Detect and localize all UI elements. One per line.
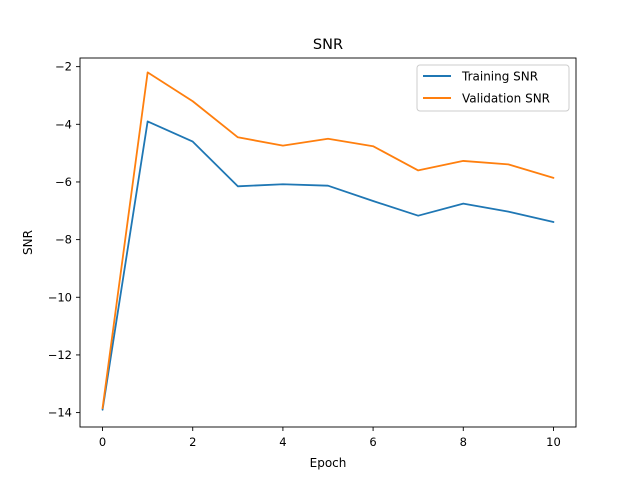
x-axis-label: Epoch bbox=[310, 456, 347, 470]
x-tick-label: 4 bbox=[279, 435, 286, 449]
x-tick-label: 6 bbox=[369, 435, 376, 449]
y-axis-ticks: −14 −12 −10 −8 −6 −4 −2 bbox=[48, 60, 80, 420]
x-tick-label: 0 bbox=[99, 435, 106, 449]
plot-frame bbox=[79, 57, 577, 428]
y-tick-label: −2 bbox=[55, 60, 72, 74]
x-tick-label: 8 bbox=[460, 435, 467, 449]
y-tick-label: −4 bbox=[55, 117, 72, 131]
validation-snr-line bbox=[101, 71, 555, 410]
x-axis-ticks: 0 2 4 6 8 10 bbox=[99, 427, 561, 449]
x-tick-label: 10 bbox=[546, 435, 561, 449]
chart-title: SNR bbox=[313, 37, 343, 53]
y-tick-label: −14 bbox=[48, 406, 72, 420]
y-axis-label: SNR bbox=[21, 230, 35, 255]
series-layer bbox=[101, 71, 555, 411]
y-tick-label: −12 bbox=[48, 348, 72, 362]
y-tick-label: −8 bbox=[55, 233, 72, 247]
legend: Training SNR Validation SNR bbox=[416, 64, 570, 112]
legend-label-validation: Validation SNR bbox=[462, 92, 550, 106]
legend-label-training: Training SNR bbox=[461, 70, 538, 84]
y-tick-label: −10 bbox=[48, 290, 72, 304]
legend-box bbox=[416, 64, 570, 112]
x-tick-label: 2 bbox=[189, 435, 196, 449]
y-tick-label: −6 bbox=[55, 175, 72, 189]
training-snr-line bbox=[101, 120, 555, 411]
